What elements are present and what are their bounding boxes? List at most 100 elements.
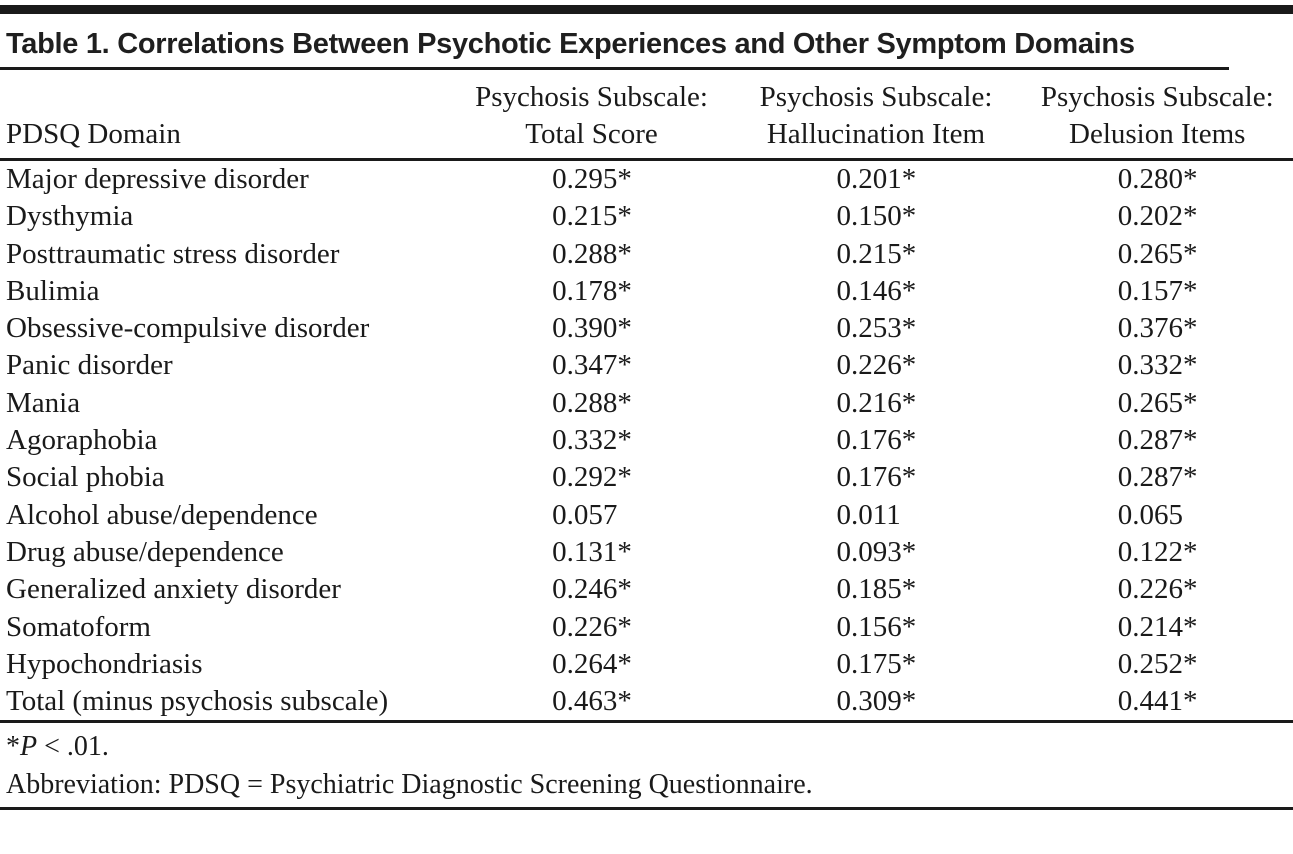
hallucination-item-cell: 0.215* [731, 236, 1022, 273]
domain-cell: Social phobia [6, 461, 165, 494]
table-row: Dysthymia 0.215* 0.150* 0.202* [0, 198, 1293, 235]
hallucination-item-cell: 0.216* [731, 385, 1022, 422]
delusion-items-cell: 0.157* [1021, 273, 1293, 310]
column-header-total-score: Psychosis Subscale: Total Score [452, 70, 731, 161]
hallucination-item-cell: 0.011 [731, 497, 1022, 534]
table-row: Obsessive-compulsive disorder 0.390* 0.2… [0, 310, 1293, 347]
abbreviation-note: Abbreviation: PDSQ = Psychiatric Diagnos… [6, 769, 813, 801]
table-top-rule-bar [0, 5, 1293, 14]
delusion-items-value: 0.252* [1117, 647, 1198, 680]
hallucination-item-cell: 0.176* [731, 459, 1022, 496]
hallucination-item-cell: 0.309* [730, 683, 1022, 724]
table-footnotes: *P < .01. Abbreviation: PDSQ = Psychiatr… [0, 723, 1293, 811]
delusion-items-cell: 0.280* [1021, 160, 1293, 199]
column-header-hallucination-line1: Psychosis Subscale: [759, 81, 993, 113]
table-row: Major depressive disorder 0.295* 0.201* … [0, 160, 1293, 199]
total-score-cell: 0.347* [453, 347, 731, 384]
delusion-items-cell: 0.287* [1021, 422, 1293, 459]
significance-marker: * [6, 731, 20, 763]
total-score-value: 0.463* [552, 685, 632, 718]
table-title: Table 1. Correlations Between Psychotic … [0, 14, 1229, 70]
hallucination-item-cell: 0.146* [731, 273, 1022, 310]
hallucination-item-value: 0.146* [836, 274, 917, 307]
hallucination-item-cell: 0.253* [731, 310, 1022, 347]
domain-cell: Dysthymia [6, 200, 134, 233]
domain-cell: Total (minus psychosis subscale) [0, 683, 453, 724]
total-score-cell: 0.246* [453, 571, 731, 608]
delusion-items-value: 0.157* [1117, 274, 1198, 307]
domain-cell: Agoraphobia [6, 424, 158, 457]
hallucination-item-cell: 0.175* [731, 646, 1022, 683]
domain-cell: Major depressive disorder [6, 163, 309, 195]
hallucination-item-value: 0.093* [836, 535, 917, 568]
total-score-cell: 0.178* [453, 273, 731, 310]
table-row: Alcohol abuse/dependence 0.057 0.011 0.0… [0, 497, 1293, 534]
total-score-value: 0.264* [552, 647, 632, 680]
domain-cell: Alcohol abuse/dependence [6, 498, 318, 531]
total-score-value: 0.292* [552, 461, 632, 494]
table-row: Total (minus psychosis subscale) 0.463* … [0, 683, 1293, 724]
column-header-delusion-line1: Psychosis Subscale: [1040, 81, 1274, 113]
hallucination-item-cell: 0.176* [731, 422, 1022, 459]
hallucination-item-value: 0.216* [836, 386, 917, 419]
significance-p-symbol: P [20, 731, 38, 763]
delusion-items-cell: 0.122* [1021, 534, 1293, 571]
table-row: Social phobia 0.292* 0.176* 0.287* [0, 459, 1293, 496]
hallucination-item-cell: 0.226* [731, 347, 1022, 384]
domain-cell: Bulimia [6, 274, 100, 307]
hallucination-item-value: 0.201* [836, 163, 917, 195]
hallucination-item-value: 0.185* [836, 573, 917, 606]
total-score-cell: 0.288* [453, 385, 731, 422]
total-score-cell: 0.390* [453, 310, 731, 347]
hallucination-item-cell: 0.201* [731, 160, 1022, 199]
column-header-total-score-line1: Psychosis Subscale: [475, 81, 708, 113]
hallucination-item-cell: 0.150* [731, 198, 1022, 235]
total-score-value: 0.131* [552, 535, 632, 568]
significance-condition: < .01. [37, 731, 109, 763]
total-score-cell: 0.463* [452, 683, 731, 724]
hallucination-item-value: 0.176* [836, 424, 917, 457]
delusion-items-cell: 0.265* [1021, 236, 1293, 273]
total-score-value: 0.295* [552, 163, 632, 195]
column-header-pdsq-domain: PDSQ Domain [0, 70, 453, 161]
total-score-cell: 0.332* [453, 422, 731, 459]
column-header-delusion-items: Psychosis Subscale: Delusion Items [1021, 70, 1293, 161]
table-row: Posttraumatic stress disorder 0.288* 0.2… [0, 236, 1293, 273]
domain-cell: Mania [6, 386, 81, 419]
delusion-items-value: 0.332* [1117, 349, 1198, 382]
column-header-hallucination-item: Psychosis Subscale: Hallucination Item [730, 70, 1022, 161]
delusion-items-cell: 0.441* [1021, 683, 1293, 724]
table-row: Drug abuse/dependence 0.131* 0.093* 0.12… [0, 534, 1293, 571]
hallucination-item-value: 0.176* [836, 461, 917, 494]
hallucination-item-value: 0.215* [836, 237, 917, 270]
domain-cell: Somatoform [6, 610, 151, 643]
delusion-items-value: 0.065 [1117, 498, 1184, 531]
hallucination-item-cell: 0.156* [731, 609, 1022, 646]
column-header-hallucination-line2: Hallucination Item [766, 118, 986, 150]
delusion-items-value: 0.265* [1117, 386, 1198, 419]
table-row: Somatoform 0.226* 0.156* 0.214* [0, 609, 1293, 646]
table-row: Panic disorder 0.347* 0.226* 0.332* [0, 347, 1293, 384]
delusion-items-value: 0.122* [1117, 535, 1198, 568]
total-score-value: 0.178* [552, 274, 632, 307]
hallucination-item-value: 0.150* [836, 200, 917, 233]
delusion-items-value: 0.280* [1117, 163, 1198, 195]
hallucination-item-value: 0.253* [836, 312, 917, 345]
correlation-table: PDSQ Domain Psychosis Subscale: Total Sc… [0, 70, 1293, 724]
domain-cell: Generalized anxiety disorder [6, 573, 341, 606]
column-header-delusion-line2: Delusion Items [1069, 118, 1246, 150]
table-row: Hypochondriasis 0.264* 0.175* 0.252* [0, 646, 1293, 683]
total-score-cell: 0.215* [453, 198, 731, 235]
total-score-value: 0.226* [552, 610, 632, 643]
delusion-items-cell: 0.376* [1021, 310, 1293, 347]
total-score-value: 0.288* [552, 386, 632, 419]
hallucination-item-value: 0.226* [836, 349, 917, 382]
total-score-value: 0.215* [552, 200, 632, 233]
hallucination-item-value: 0.309* [836, 685, 917, 718]
table-row: Mania 0.288* 0.216* 0.265* [0, 385, 1293, 422]
table-header: PDSQ Domain Psychosis Subscale: Total Sc… [0, 70, 1293, 161]
table-row: Agoraphobia 0.332* 0.176* 0.287* [0, 422, 1293, 459]
table-body: Major depressive disorder 0.295* 0.201* … [0, 160, 1293, 724]
column-header-total-score-line2: Total Score [525, 118, 658, 150]
